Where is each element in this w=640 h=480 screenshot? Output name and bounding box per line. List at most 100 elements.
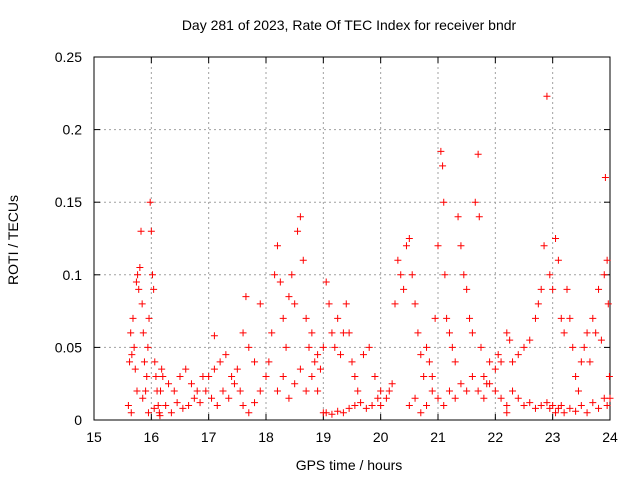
data-point [414,329,422,337]
data-point [503,329,511,337]
data-point [190,394,198,402]
data-point [534,300,542,308]
data-point [316,365,324,373]
data-point [431,314,439,322]
data-point [543,399,551,407]
data-point [146,198,154,206]
y-tick-label: 0 [74,412,82,428]
data-point [391,300,399,308]
data-point [441,271,449,279]
data-point [468,372,476,380]
data-point [428,387,436,395]
data-point [262,372,270,380]
data-point [514,394,522,402]
y-tick-label: 0.15 [55,194,82,210]
data-point [580,343,588,351]
data-point [491,387,499,395]
data-point [294,227,302,235]
data-point [127,329,135,337]
data-point [337,351,345,359]
data-point [365,343,373,351]
data-point [405,401,413,409]
data-point [167,409,175,417]
data-point [583,409,591,417]
data-point [165,380,173,388]
data-point [127,409,135,417]
data-point [282,343,290,351]
data-point [345,404,353,412]
x-tick-label: 22 [488,429,504,445]
data-point [509,358,517,366]
data-point [136,264,144,272]
data-point [291,380,299,388]
data-point [138,300,146,308]
data-point [377,387,385,395]
data-point [497,394,505,402]
data-point [299,256,307,264]
data-point [279,314,287,322]
data-point [322,278,330,286]
data-point [308,329,316,337]
data-point [351,372,359,380]
data-point [142,387,150,395]
data-point [319,343,327,351]
data-point [557,314,565,322]
data-point [552,409,560,417]
data-point [583,329,591,337]
data-point [133,387,141,395]
data-point [554,256,562,264]
data-point [417,351,425,359]
data-point [382,394,390,402]
data-point [143,372,151,380]
data-point [374,394,382,402]
data-point [271,271,279,279]
data-point [256,300,264,308]
data-point [208,394,216,402]
data-point [222,351,230,359]
data-point [394,256,402,264]
x-tick-label: 21 [430,429,446,445]
data-point [457,380,465,388]
data-point [132,278,140,286]
data-point [242,293,250,301]
data-point [245,409,253,417]
data-point [150,404,158,412]
data-point [159,372,167,380]
data-point [239,401,247,409]
data-point [196,399,204,407]
data-point [128,351,136,359]
data-point [460,271,468,279]
y-tick-label: 0.25 [55,49,82,65]
data-point [173,399,181,407]
data-point [193,387,201,395]
data-point [256,387,264,395]
data-point [552,235,560,242]
plot-frame [93,56,611,421]
data-point [147,227,155,235]
data-point [170,387,178,395]
data-point [417,409,425,417]
data-point [423,343,431,351]
data-point [328,329,336,337]
data-point [425,358,433,366]
data-point [480,372,488,380]
data-point [486,358,494,366]
data-point [157,387,165,395]
data-point [342,300,350,308]
data-point [129,314,137,322]
data-point [308,372,316,380]
data-point [285,394,293,402]
data-point [302,387,310,395]
data-point [311,358,319,366]
data-point [537,401,545,409]
data-point [296,213,304,221]
data-point [273,242,281,250]
data-point [158,365,166,373]
data-point [468,329,476,337]
x-tick-label: 19 [316,429,332,445]
data-point [279,372,287,380]
data-point [443,314,451,322]
data-point [130,343,138,351]
data-point [357,399,365,407]
